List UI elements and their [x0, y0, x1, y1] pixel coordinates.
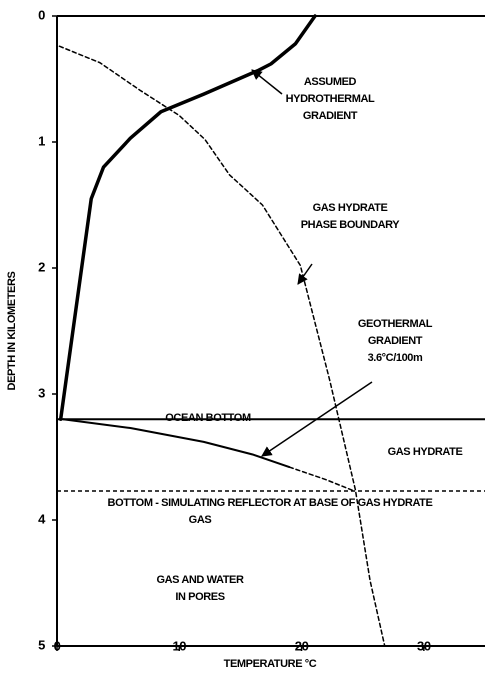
- y-axis-label: DEPTH IN KILOMETERS: [6, 271, 18, 390]
- annotation-arrow: [251, 69, 283, 95]
- y-tick-label: 0: [38, 7, 45, 22]
- series-line: [288, 466, 355, 492]
- annotation: GAS HYDRATE: [313, 202, 388, 214]
- annotation: GRADIENT: [368, 335, 423, 347]
- annotation: 3.6°C/100m: [368, 352, 423, 364]
- annotation: GAS AND WATER: [156, 574, 244, 586]
- annotation: ASSUMED: [304, 76, 357, 88]
- annotation: GEOTHERMAL: [358, 318, 433, 330]
- x-tick-label: 10: [172, 638, 186, 653]
- y-tick-label: 4: [38, 511, 46, 526]
- y-tick-label: 1: [38, 133, 45, 148]
- annotation: GRADIENT: [303, 110, 358, 122]
- reference-label: OCEAN BOTTOM: [165, 412, 251, 424]
- series-line: [58, 45, 386, 647]
- annotation-arrow: [261, 381, 373, 457]
- y-tick-label: 5: [38, 637, 45, 652]
- annotation: GAS HYDRATE: [388, 446, 463, 458]
- y-tick-label: 3: [38, 385, 45, 400]
- series-line: [62, 418, 291, 469]
- x-axis-label: TEMPERATURE °C: [224, 658, 317, 670]
- x-tick-label: 30: [417, 638, 431, 653]
- annotation: PHASE BOUNDARY: [301, 219, 401, 231]
- x-tick-label: 20: [295, 638, 309, 653]
- annotation: GAS: [189, 514, 212, 526]
- y-tick-label: 2: [38, 259, 45, 274]
- annotation: HYDROTHERMAL: [286, 93, 375, 105]
- series-line: [58, 14, 317, 421]
- reference-label: BOTTOM - SIMULATING REFLECTOR AT BASE OF…: [108, 497, 433, 509]
- annotation: IN PORES: [175, 591, 224, 603]
- annotation-arrow: [297, 263, 313, 285]
- x-tick-label: 0: [54, 638, 61, 653]
